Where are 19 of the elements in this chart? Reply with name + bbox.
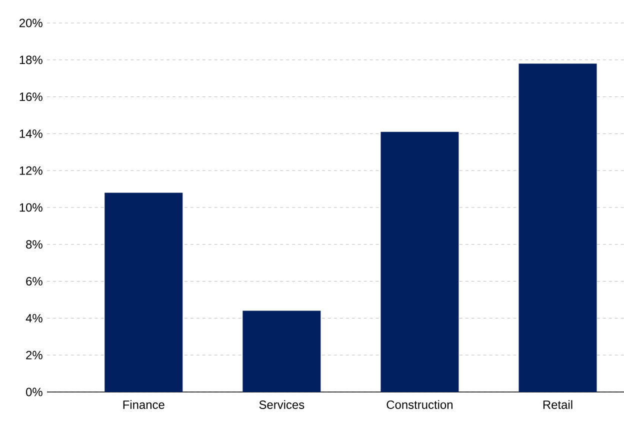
y-tick-label: 16% (20, 92, 42, 102)
bar (242, 310, 321, 392)
y-tick-label: 12% (20, 166, 42, 175)
x-tick-label: Retail (543, 400, 572, 409)
x-tick-label: Services (259, 400, 304, 409)
y-tick-label: 2% (26, 350, 42, 360)
bar (518, 64, 597, 392)
y-tick-label: 18% (20, 56, 42, 64)
y-tick-label: 14% (20, 130, 42, 138)
x-tick-label: Finance (123, 400, 164, 409)
x-tick-label: Construction (386, 400, 452, 409)
y-tick-label: 10% (20, 203, 42, 212)
y-tick-label: 20% (19, 18, 42, 28)
y-tick-label: 0% (26, 388, 42, 396)
y-tick-label: 8% (26, 240, 42, 249)
bar (380, 132, 459, 392)
y-tick-label: 6% (26, 277, 42, 286)
bar (104, 192, 183, 392)
y-tick-label: 4% (26, 314, 42, 322)
